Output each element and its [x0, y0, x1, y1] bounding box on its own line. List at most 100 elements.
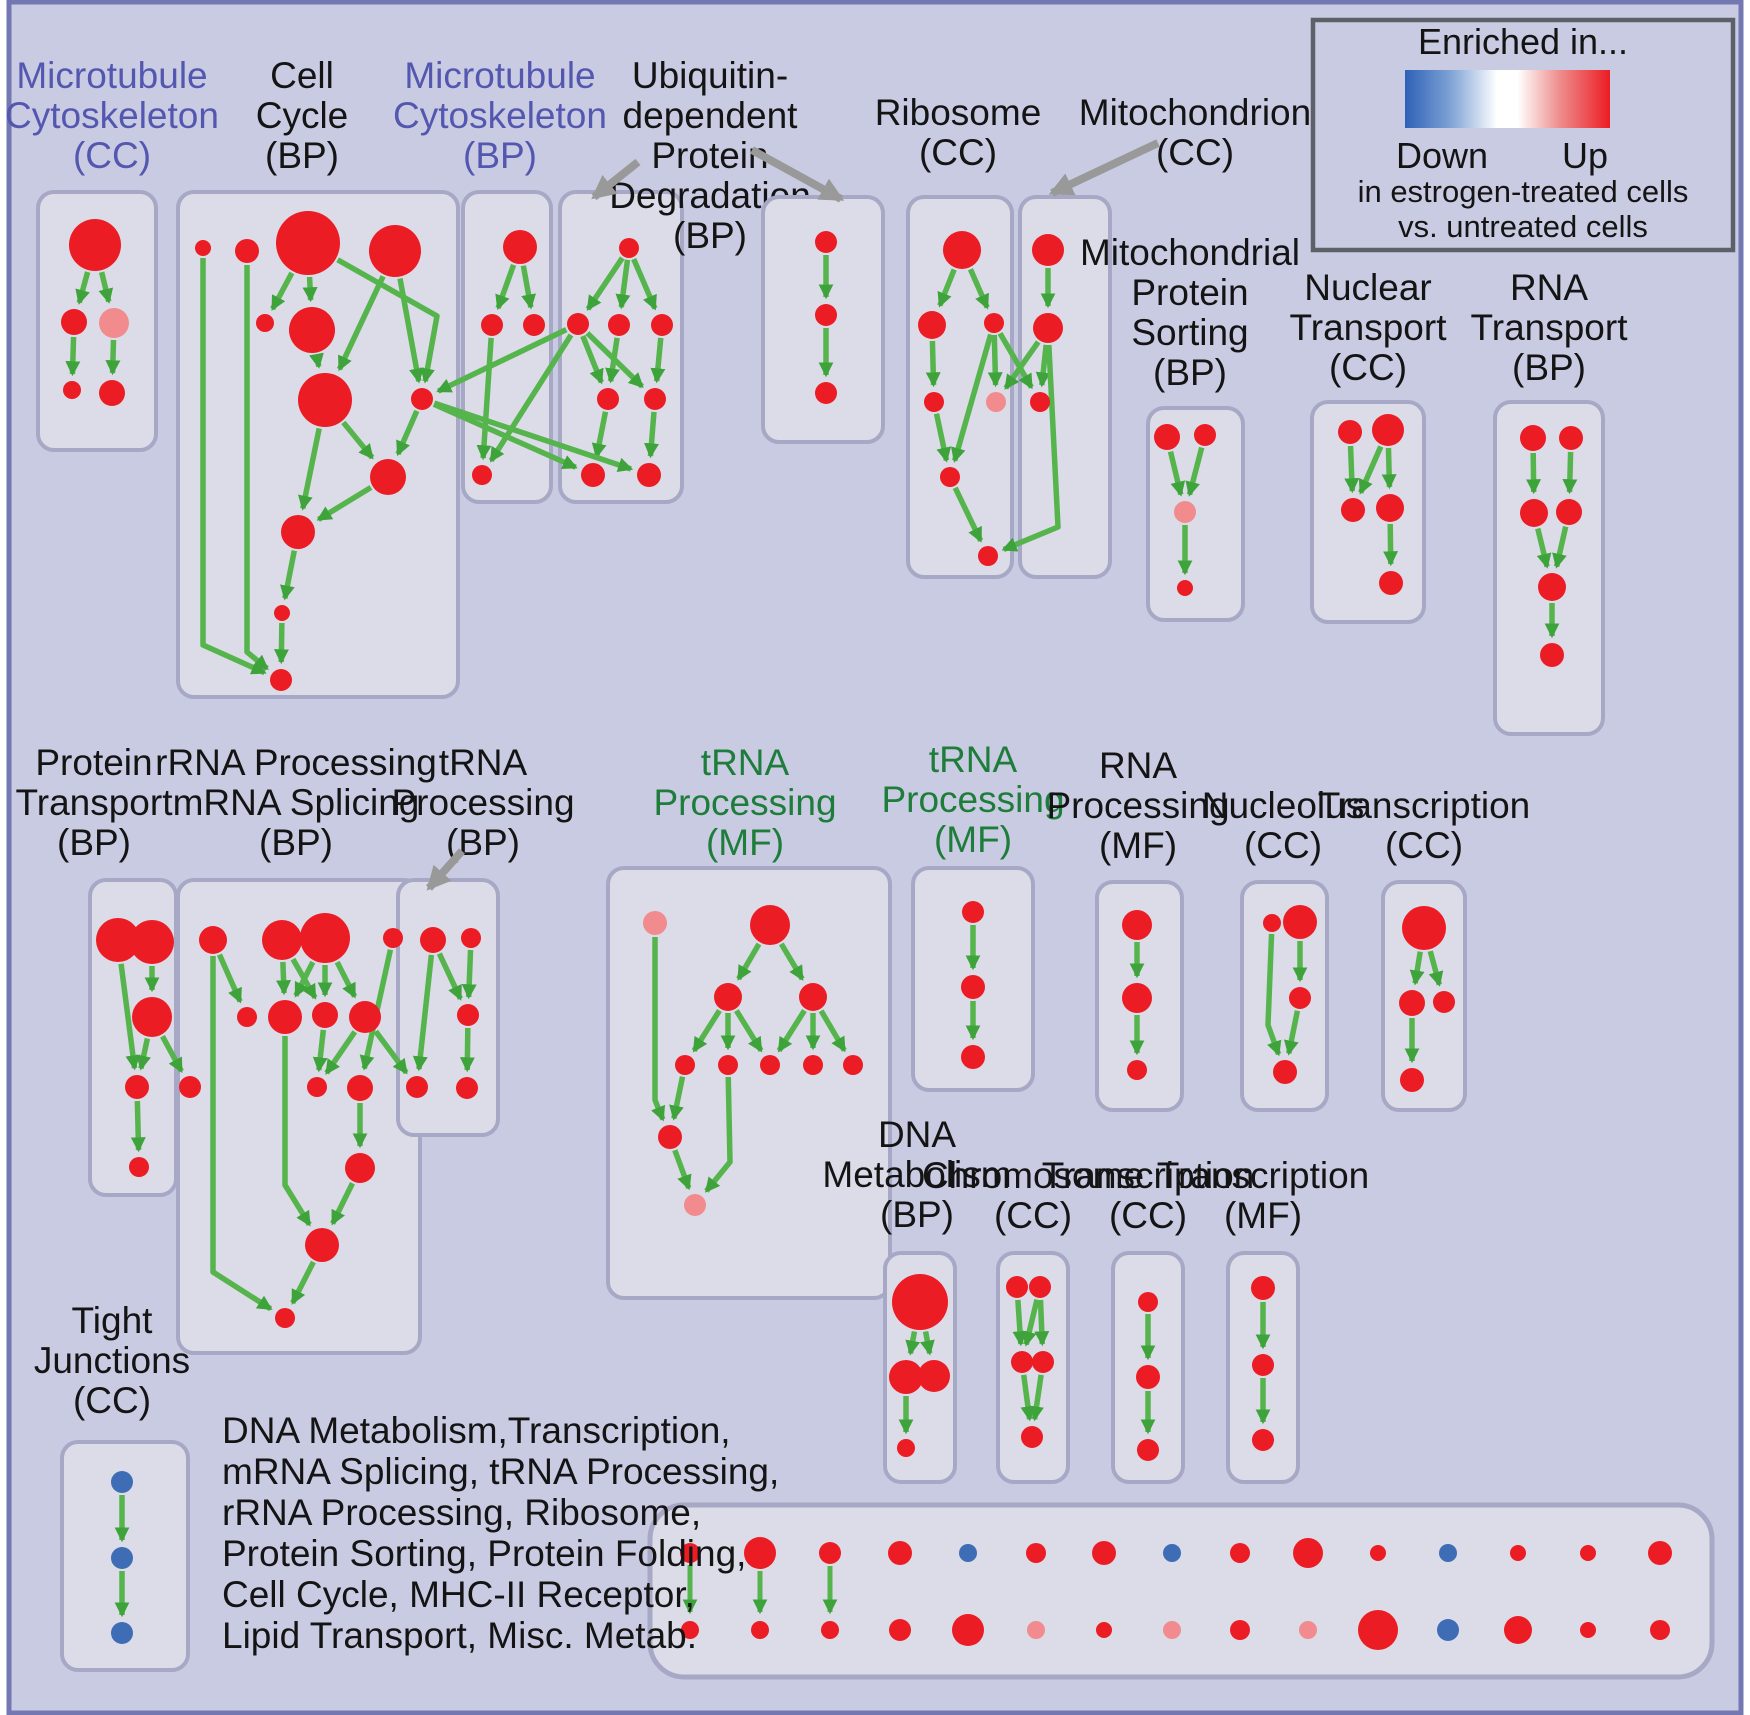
go-term-node	[1092, 1541, 1116, 1565]
go-term-node	[889, 1360, 923, 1394]
go-term-node	[237, 1007, 257, 1027]
hierarchy-edge	[436, 952, 463, 1001]
hierarchy-edge	[216, 953, 243, 1004]
go-term-node	[1263, 914, 1281, 932]
go-term-node	[744, 1537, 776, 1569]
go-term-node	[1033, 313, 1063, 343]
hierarchy-edge	[933, 413, 952, 463]
go-term-node	[819, 1542, 841, 1564]
go-term-node	[411, 388, 433, 410]
cluster-label-rrna-processing-mrna-splicing-bp: rRNA Processing	[155, 742, 437, 783]
go-term-node	[1032, 1351, 1054, 1373]
cluster-label-rna-processing-mf: Processing	[1046, 785, 1229, 826]
go-term-node	[760, 1055, 780, 1075]
go-term-node	[383, 928, 403, 948]
go-term-node	[637, 463, 661, 487]
go-term-node	[456, 1077, 478, 1099]
cluster-label-rna-transport-bp: RNA	[1510, 267, 1588, 308]
cluster-label-trna-processing-mf-small: Processing	[881, 779, 1064, 820]
go-term-node	[918, 1360, 950, 1392]
go-term-node	[943, 231, 981, 269]
hierarchy-edge	[302, 276, 318, 303]
label-pointer-arrow	[426, 848, 465, 891]
hierarchy-edge	[1383, 523, 1399, 567]
go-term-node	[1177, 580, 1193, 596]
go-term-node	[608, 314, 630, 336]
go-term-node	[125, 1075, 149, 1099]
go-term-node	[262, 920, 302, 960]
go-term-node	[406, 1076, 428, 1098]
cluster-label-trna-processing-mf-large: tRNA	[701, 742, 790, 783]
hierarchy-edge	[336, 275, 386, 372]
hierarchy-edge	[1535, 527, 1552, 569]
hierarchy-edge	[605, 337, 620, 384]
hierarchy-edge	[395, 409, 420, 457]
hierarchy-edge	[615, 259, 631, 310]
go-term-node	[1096, 1622, 1112, 1638]
go-term-node	[1370, 1545, 1386, 1561]
cluster-label-trna-processing-bp: tRNA	[439, 742, 528, 783]
hierarchy-edge	[397, 278, 424, 384]
category-text-line: mRNA Splicing, tRNA Processing,	[222, 1451, 779, 1492]
go-term-node	[1122, 910, 1152, 940]
hierarchy-edge	[1012, 1299, 1028, 1347]
cluster-label-protein-transport-bp: Protein	[35, 742, 152, 783]
go-term-node	[1504, 1616, 1532, 1644]
go-term-node	[1027, 1621, 1045, 1639]
go-term-node	[1163, 1544, 1181, 1562]
category-text-line: DNA Metabolism,Transcription,	[222, 1410, 731, 1451]
cluster-label-mitochondrial-protein-sorting-bp: (BP)	[1153, 352, 1227, 393]
go-term-node	[952, 1614, 984, 1646]
cluster-label-ubiquitin-degradation-bp: (BP)	[673, 215, 747, 256]
cluster-label-transcription-mf: Transcription	[1157, 1155, 1369, 1196]
cluster-label-mitochondrial-protein-sorting-bp: Mitochondrial	[1080, 232, 1300, 273]
cluster-label-nuclear-transport-cc: (CC)	[1329, 347, 1407, 388]
cluster-label-ribosome-cc: Ribosome	[875, 92, 1042, 133]
go-term-node	[199, 926, 227, 954]
go-term-node	[1163, 1621, 1181, 1639]
cluster-label-tight-junctions-cc: Tight	[72, 1300, 154, 1341]
go-term-node	[1556, 499, 1582, 525]
hierarchy-edge	[937, 268, 957, 308]
label-pointer-arrow	[591, 158, 641, 201]
hierarchy-edge	[293, 960, 316, 998]
go-term-node	[1580, 1545, 1596, 1561]
go-term-node	[481, 314, 503, 336]
hierarchy-edge	[280, 550, 298, 601]
cluster-label-trna-processing-mf-large: (MF)	[706, 822, 784, 863]
hierarchy-edge	[476, 337, 494, 461]
hierarchy-edge	[336, 257, 440, 384]
go-term-node	[897, 1439, 915, 1457]
category-text-line: Lipid Transport, Misc. Metab.	[222, 1615, 697, 1656]
cross-cluster-edge	[997, 331, 1034, 390]
hierarchy-edge	[734, 1009, 764, 1053]
go-term-node	[815, 231, 837, 253]
hierarchy-edge	[704, 1076, 733, 1193]
hierarchy-edge	[967, 268, 990, 310]
go-term-node	[1437, 1619, 1459, 1641]
cluster-label-microtubule-cc: Cytoskeleton	[5, 95, 219, 136]
cluster-label-chromosome-cc: Chromosome	[922, 1155, 1144, 1196]
cross-cluster-edge	[436, 327, 568, 394]
go-term-node	[1030, 392, 1050, 412]
hierarchy-edge	[312, 1029, 328, 1073]
hierarchy-edge	[591, 411, 609, 459]
legend-gradient-bar	[1405, 70, 1610, 128]
go-term-node	[1299, 1621, 1317, 1639]
go-term-node	[986, 392, 1006, 412]
go-term-node	[1433, 991, 1455, 1013]
hierarchy-edge	[273, 622, 289, 665]
cluster-label-microtubule-bp: Microtubule	[404, 55, 595, 96]
go-term-node	[523, 314, 545, 336]
hierarchy-edge	[309, 352, 324, 369]
legend-up-label: Up	[1562, 135, 1608, 176]
go-term-node	[1174, 501, 1196, 523]
go-term-node	[597, 388, 619, 410]
hierarchy-edge	[776, 1009, 807, 1053]
legend-title: Enriched in...	[1418, 21, 1628, 62]
go-term-node	[1252, 1354, 1274, 1376]
go-term-node	[714, 983, 742, 1011]
go-term-node	[1283, 905, 1317, 939]
